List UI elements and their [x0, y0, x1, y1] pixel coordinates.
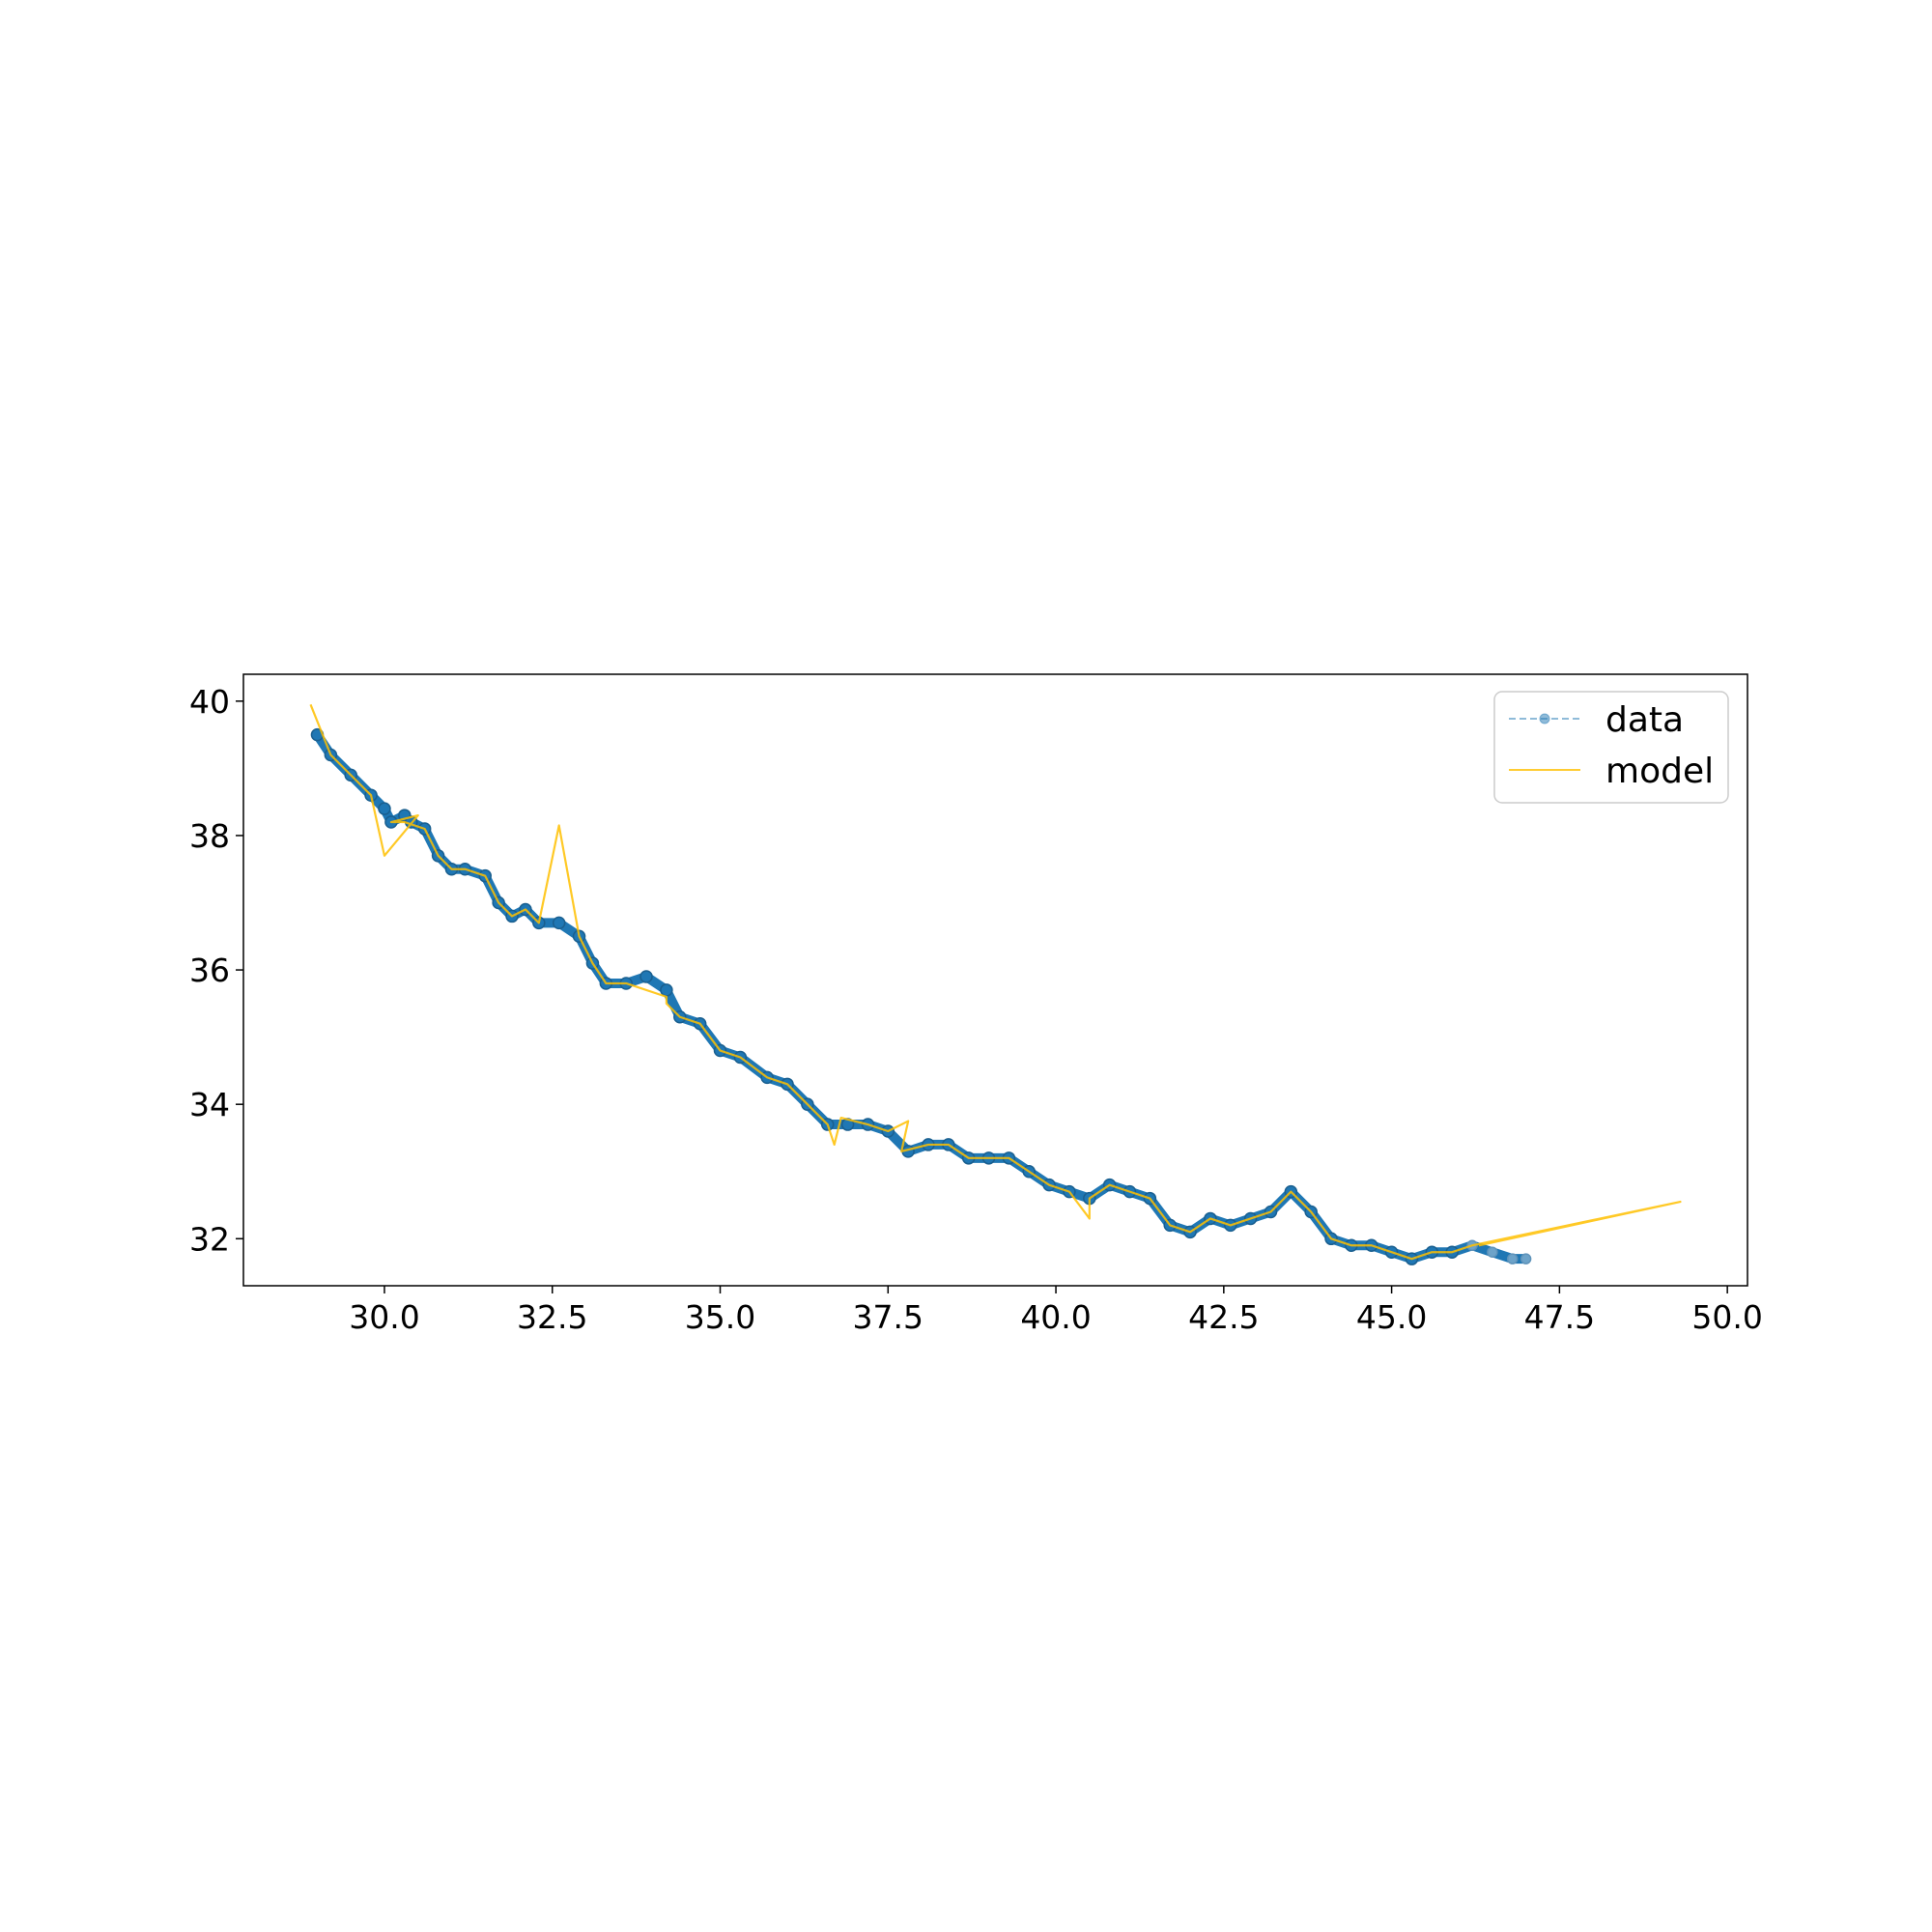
x-tick-label: 45.0 [1356, 1298, 1427, 1336]
data-point [552, 916, 566, 930]
data-point [1506, 1253, 1519, 1264]
x-tick-label: 40.0 [1020, 1298, 1091, 1336]
x-tick-label: 42.5 [1188, 1298, 1259, 1336]
x-tick-label: 50.0 [1691, 1298, 1762, 1336]
legend-model-label: model [1605, 752, 1714, 791]
data-point [1520, 1253, 1532, 1264]
x-tick-label: 32.5 [517, 1298, 587, 1336]
y-tick-label: 36 [189, 952, 230, 989]
data-point [378, 802, 391, 815]
legend-data-label: data [1605, 700, 1684, 740]
x-tick-label: 30.0 [349, 1298, 419, 1336]
legend: data model [1493, 691, 1729, 804]
series-model-line [309, 703, 1682, 1261]
y-tick-label: 38 [189, 817, 230, 855]
x-tick-label: 47.5 [1524, 1298, 1595, 1336]
legend-data-marker [1539, 713, 1550, 724]
data-point [660, 983, 673, 997]
y-tick-label: 32 [189, 1220, 230, 1258]
data-layer [309, 703, 1682, 1265]
axes-layer: 30.0 32.5 35.0 37.5 40.0 42.5 45.0 47.5 50.0 32 34… [189, 673, 1763, 1336]
x-tick-label: 37.5 [853, 1298, 923, 1336]
x-tick-label: 35.0 [685, 1298, 755, 1336]
data-point [639, 970, 653, 983]
y-tick-label: 40 [189, 683, 230, 721]
y-tick-label: 34 [189, 1086, 230, 1123]
data-point [1487, 1246, 1498, 1258]
axes-frame [242, 673, 1748, 1287]
